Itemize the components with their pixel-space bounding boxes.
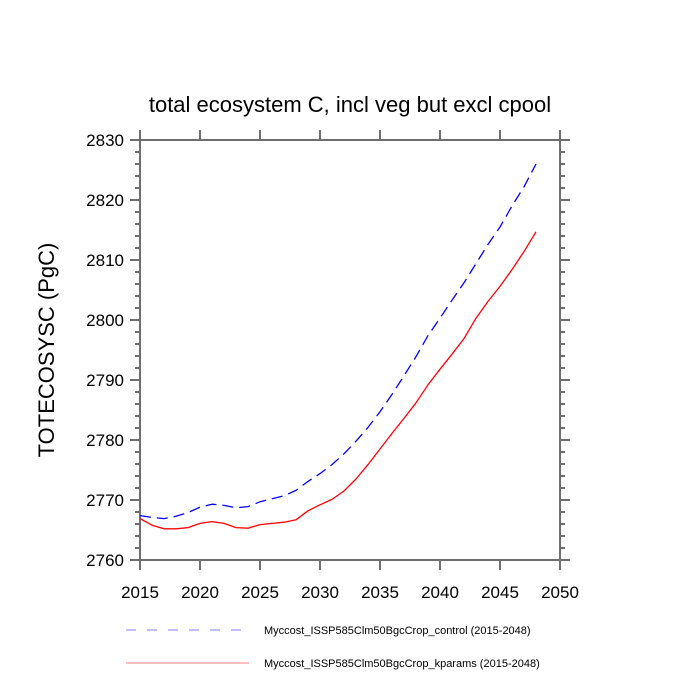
y-tick-label: 2770 xyxy=(86,491,124,510)
y-tick-label: 2810 xyxy=(86,251,124,270)
legend-label-control: Myccost_ISSP585Clm50BgcCrop_control (201… xyxy=(264,625,531,637)
axis-ticks xyxy=(130,130,570,570)
series-lines xyxy=(139,163,537,530)
legend: Myccost_ISSP585Clm50BgcCrop_control (201… xyxy=(126,625,540,670)
plot-frame xyxy=(139,139,561,561)
x-tick-label: 2020 xyxy=(181,583,219,602)
y-tick-label: 2780 xyxy=(86,431,124,450)
y-tick-label: 2800 xyxy=(86,311,124,330)
series-line-control xyxy=(139,163,537,520)
y-tick-label: 2790 xyxy=(86,371,124,390)
x-tick-label: 2015 xyxy=(121,583,159,602)
x-tick-label: 2050 xyxy=(541,583,579,602)
chart-title: total ecosystem C, incl veg but excl cpo… xyxy=(149,92,551,117)
legend-label-kparams: Myccost_ISSP585Clm50BgcCrop_kparams (201… xyxy=(264,658,540,670)
y-axis-label: TOTECOSYSC (PgC) xyxy=(34,243,59,458)
x-tick-label: 2045 xyxy=(481,583,519,602)
x-tick-label: 2025 xyxy=(241,583,279,602)
x-tick-label: 2035 xyxy=(361,583,399,602)
y-tick-label: 2830 xyxy=(86,131,124,150)
y-tick-label: 2820 xyxy=(86,191,124,210)
x-tick-label: 2040 xyxy=(421,583,459,602)
axis-tick-labels: 2015 2020 2025 2030 2035 2040 2045 2050 2760 2770… xyxy=(86,131,579,602)
series-line-kparams xyxy=(139,231,537,530)
plot-border xyxy=(139,139,561,561)
y-tick-label: 2760 xyxy=(86,551,124,570)
x-tick-label: 2030 xyxy=(301,583,339,602)
